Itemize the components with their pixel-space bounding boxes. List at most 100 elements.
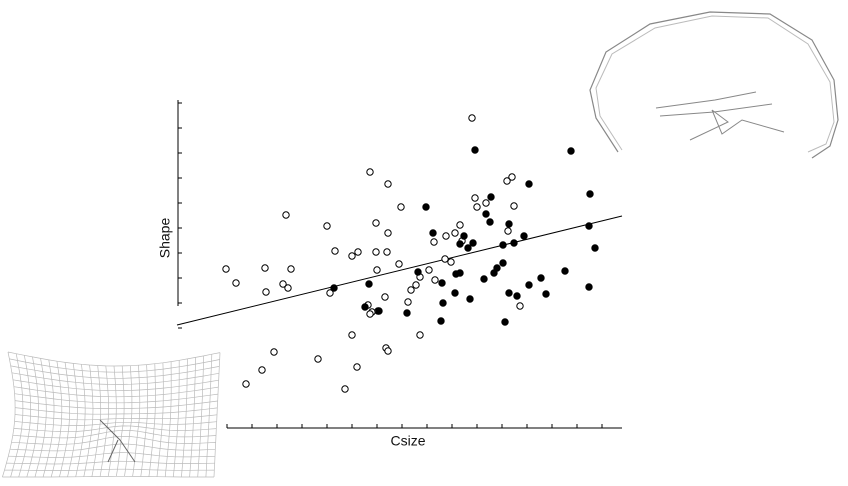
point xyxy=(516,302,524,310)
point xyxy=(279,280,287,288)
point xyxy=(373,266,381,274)
point xyxy=(499,241,507,249)
point xyxy=(429,229,437,237)
point xyxy=(441,255,449,263)
point xyxy=(585,222,593,230)
deformation-grid-line xyxy=(189,357,196,478)
deformation-grid-line xyxy=(213,352,221,478)
point xyxy=(567,147,575,155)
point xyxy=(561,267,569,275)
point xyxy=(442,232,450,240)
point xyxy=(430,238,438,246)
outline-shape xyxy=(589,11,839,159)
point xyxy=(542,290,550,298)
deformation-grid-line xyxy=(99,365,109,477)
point xyxy=(591,244,599,252)
outline-shape xyxy=(655,91,785,141)
deformation-grid-line xyxy=(148,363,156,477)
point xyxy=(284,284,292,292)
decoration xyxy=(2,11,839,478)
point xyxy=(505,220,513,228)
deformation-grid-line xyxy=(115,365,125,477)
point xyxy=(585,283,593,291)
point xyxy=(422,203,430,211)
point xyxy=(383,248,391,256)
point xyxy=(451,289,459,297)
point xyxy=(404,298,412,306)
point xyxy=(354,248,362,256)
point xyxy=(262,288,270,296)
point xyxy=(437,317,445,325)
point xyxy=(381,293,389,301)
deformation-grid-line xyxy=(197,355,205,478)
point xyxy=(508,173,516,181)
point xyxy=(314,355,322,363)
deformation-grid-line xyxy=(124,365,133,477)
deformation-grid-line xyxy=(91,365,102,477)
point xyxy=(330,284,338,292)
point xyxy=(222,265,230,273)
point xyxy=(287,265,295,273)
point xyxy=(486,218,494,226)
deformation-grid-line xyxy=(205,354,213,478)
deformation-grid-line xyxy=(156,362,164,477)
point xyxy=(471,146,479,154)
point xyxy=(361,303,369,311)
deformation-grid-line xyxy=(164,361,172,477)
deformation-grid-line xyxy=(2,475,214,478)
point xyxy=(282,211,290,219)
point xyxy=(510,239,518,247)
point xyxy=(341,385,349,393)
point xyxy=(471,194,479,202)
point xyxy=(384,180,392,188)
point xyxy=(438,279,446,287)
point xyxy=(464,244,472,252)
point xyxy=(366,168,374,176)
point xyxy=(510,202,518,210)
point xyxy=(261,264,269,272)
point xyxy=(372,219,380,227)
deformation-grid-line xyxy=(67,363,78,477)
outline-shape xyxy=(595,15,835,153)
point xyxy=(414,268,422,276)
point xyxy=(403,309,411,317)
deformation-grid-line xyxy=(26,356,39,478)
deformation-grid-line xyxy=(50,361,63,478)
point xyxy=(331,247,339,255)
deformation-grid-line xyxy=(2,351,16,478)
point xyxy=(501,318,509,326)
point xyxy=(447,258,455,266)
point xyxy=(372,248,380,256)
point xyxy=(513,292,521,300)
point xyxy=(242,380,250,388)
point xyxy=(397,203,405,211)
point xyxy=(504,227,512,235)
deformation-grid-line xyxy=(172,360,180,477)
point xyxy=(326,289,334,297)
point xyxy=(270,348,278,356)
deformation-grid-line xyxy=(7,351,221,367)
point xyxy=(482,210,490,218)
deformation-grid-line xyxy=(42,359,55,478)
point xyxy=(348,252,356,260)
point xyxy=(493,264,501,272)
point xyxy=(468,114,476,122)
point xyxy=(323,222,331,230)
point xyxy=(353,363,361,371)
point xyxy=(366,310,374,318)
point xyxy=(469,239,477,247)
point xyxy=(365,280,373,288)
point xyxy=(439,299,447,307)
point xyxy=(456,269,464,277)
point xyxy=(520,232,528,240)
point xyxy=(395,260,403,268)
deformation-grid-line xyxy=(75,364,86,477)
point xyxy=(505,289,513,297)
point xyxy=(425,266,433,274)
point xyxy=(480,275,488,283)
deformation-grid-line xyxy=(140,364,148,477)
point xyxy=(431,276,439,284)
deformation-grid-line xyxy=(132,365,141,477)
point xyxy=(232,279,240,287)
